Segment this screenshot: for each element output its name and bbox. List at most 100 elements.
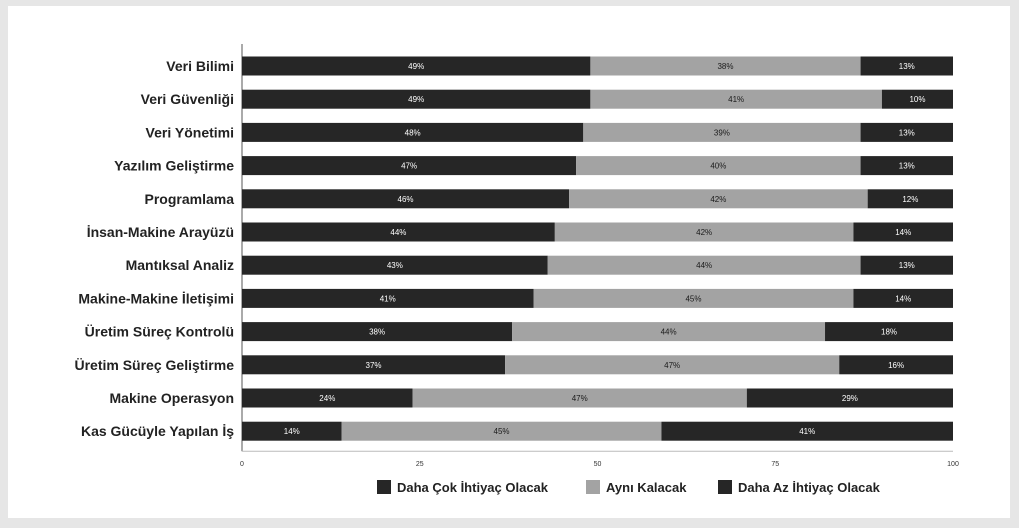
bar-segment <box>569 189 868 209</box>
bar-segment <box>242 355 506 375</box>
category-label: Üretim Süreç Geliştirme <box>74 357 234 373</box>
data-label: 44% <box>661 328 677 337</box>
data-label: 47% <box>664 361 680 370</box>
x-tick-label: 75 <box>771 461 779 468</box>
data-label: 49% <box>408 95 424 104</box>
data-label: 43% <box>387 261 403 270</box>
category-labels: Veri Bilimi Veri Güvenliği Veri Yönetimi Ya… <box>74 58 234 439</box>
bar-segment <box>661 421 953 441</box>
bar-segment <box>412 388 747 408</box>
bar-segment <box>242 322 513 342</box>
data-label: 10% <box>909 95 925 104</box>
bar-segment <box>590 56 861 76</box>
data-label: 18% <box>881 328 897 337</box>
category-label: Kas Gücüyle Yapılan İş <box>81 423 234 439</box>
data-label: 42% <box>710 195 726 204</box>
data-label: 41% <box>380 294 396 303</box>
bar-segment <box>839 355 953 375</box>
data-label: 13% <box>899 261 915 270</box>
data-label: 14% <box>895 228 911 237</box>
category-label: İnsan-Makine Arayüzü <box>87 224 234 240</box>
bar-segment <box>242 156 577 176</box>
bar-segment <box>341 421 662 441</box>
bar-segment <box>867 189 953 209</box>
bar-segment <box>242 222 555 242</box>
bar-segment <box>860 156 953 176</box>
data-label: 46% <box>398 195 414 204</box>
data-label: 37% <box>366 361 382 370</box>
legend-swatch <box>586 480 600 494</box>
data-label: 47% <box>401 162 417 171</box>
bar-segment <box>242 89 591 109</box>
bar-segment <box>860 122 953 142</box>
data-label: 45% <box>494 427 510 436</box>
bar-segment <box>746 388 953 408</box>
bar-segment <box>853 288 953 308</box>
bar-segment <box>881 89 953 109</box>
bar-segment <box>242 288 534 308</box>
bar-segment <box>547 255 861 275</box>
data-label: 29% <box>842 394 858 403</box>
data-label: 45% <box>685 294 701 303</box>
category-label: Veri Bilimi <box>166 58 234 74</box>
x-axis-ticks: 0 25 50 75 100 <box>240 461 959 468</box>
data-label: 41% <box>728 95 744 104</box>
chart-legend: Daha Çok İhtiyaç Olacak Aynı Kalacak Daha … <box>377 480 881 495</box>
bar-segment <box>533 288 854 308</box>
bar-segment <box>825 322 953 342</box>
bar-segment <box>590 89 882 109</box>
data-label: 47% <box>572 394 588 403</box>
legend-label: Daha Çok İhtiyaç Olacak <box>397 480 549 495</box>
bar-segment <box>242 255 548 275</box>
bar-segment <box>242 56 591 76</box>
data-label: 40% <box>710 162 726 171</box>
bar-segment <box>860 255 953 275</box>
x-tick-label: 100 <box>947 461 959 468</box>
data-label: 13% <box>899 162 915 171</box>
data-label: 39% <box>714 128 730 137</box>
legend-label: Daha Az İhtiyaç Olacak <box>738 480 881 495</box>
category-label: Makine-Makine İletişimi <box>78 290 234 306</box>
bar-segment <box>242 189 570 209</box>
legend-swatch <box>718 480 732 494</box>
bar-segment <box>860 56 953 76</box>
bar-segment <box>853 222 953 242</box>
data-label: 38% <box>717 62 733 71</box>
chart-axes <box>241 44 953 452</box>
legend-swatch <box>377 480 391 494</box>
data-label: 44% <box>390 228 406 237</box>
bar-segment <box>242 421 342 441</box>
category-label: Üretim Süreç Kontrolü <box>85 324 234 340</box>
category-label: Veri Güvenliği <box>141 91 234 107</box>
legend-label: Aynı Kalacak <box>606 480 687 495</box>
data-label: 41% <box>799 427 815 436</box>
bar-segment <box>576 156 861 176</box>
category-label: Makine Operasyon <box>110 390 235 406</box>
category-label: Veri Yönetimi <box>146 124 234 140</box>
data-label: 24% <box>319 394 335 403</box>
data-label: 14% <box>284 427 300 436</box>
category-label: Mantıksal Analiz <box>126 257 234 273</box>
bar-segment <box>554 222 854 242</box>
category-label: Programlama <box>145 191 235 207</box>
data-label: 14% <box>895 294 911 303</box>
data-label: 16% <box>888 361 904 370</box>
x-tick-label: 50 <box>594 461 602 468</box>
bar-segment <box>512 322 826 342</box>
x-tick-label: 25 <box>416 461 424 468</box>
data-label: 48% <box>405 128 421 137</box>
chart-bars: 49% 38% 13% 49% 41% 10% 48% 39% 13% 47% 40% 13% 46% 4… <box>242 56 953 441</box>
data-label: 42% <box>696 228 712 237</box>
data-label: 49% <box>408 62 424 71</box>
data-label: 44% <box>696 261 712 270</box>
data-label: 12% <box>902 195 918 204</box>
data-label: 13% <box>899 128 915 137</box>
bar-segment <box>583 122 861 142</box>
x-tick-label: 0 <box>240 461 244 468</box>
bar-segment <box>505 355 840 375</box>
bar-segment <box>242 122 584 142</box>
bar-segment <box>242 388 413 408</box>
category-label: Yazılım Geliştirme <box>114 158 234 174</box>
data-label: 13% <box>899 62 915 71</box>
